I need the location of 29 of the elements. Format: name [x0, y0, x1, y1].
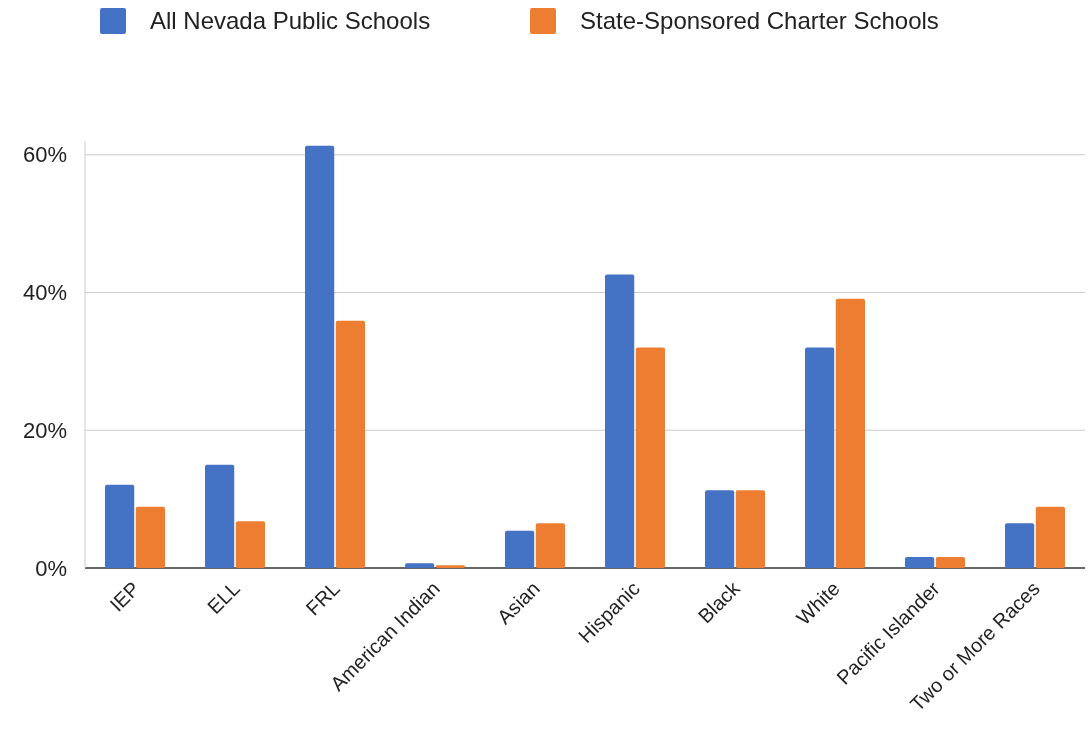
x-tick-label: IEP [105, 577, 144, 616]
y-tick-label: 0% [35, 555, 67, 581]
bar [235, 521, 265, 568]
bar [505, 530, 535, 568]
bar [605, 274, 635, 568]
bar [835, 298, 865, 568]
bar [305, 145, 335, 568]
bar [535, 523, 565, 568]
bar [335, 320, 365, 568]
bar [435, 565, 465, 568]
bar [935, 556, 965, 568]
bar [105, 484, 135, 568]
legend-label: All Nevada Public Schools [150, 7, 431, 35]
bar [1005, 523, 1035, 568]
bar [405, 563, 435, 568]
bar [135, 506, 165, 568]
y-tick-label: 20% [22, 417, 67, 443]
bar [635, 347, 665, 568]
y-tick-label: 60% [22, 142, 67, 168]
x-tick-label: FRL [301, 577, 344, 620]
bar [905, 556, 935, 568]
legend-label: State-Sponsored Charter Schools [580, 7, 939, 35]
x-tick-label: ELL [203, 577, 244, 618]
bar [1035, 506, 1065, 568]
bar [735, 490, 765, 568]
y-tick-label: 40% [22, 280, 67, 306]
bar [705, 490, 735, 568]
bar [205, 464, 235, 568]
bar [805, 347, 835, 568]
